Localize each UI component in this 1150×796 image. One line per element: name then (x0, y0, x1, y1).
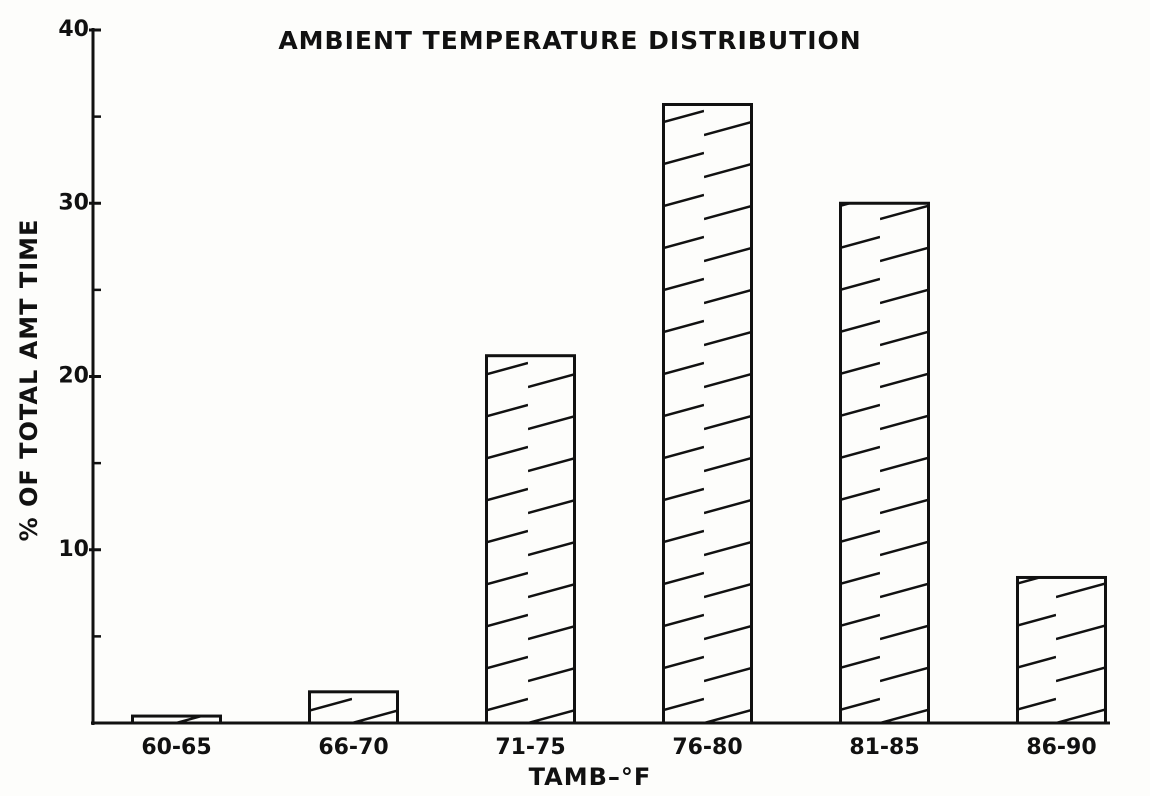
bar (485, 354, 576, 725)
bar (131, 714, 222, 725)
x-tick-label: 66-70 (318, 735, 388, 760)
y-tick-label: 20 (58, 364, 89, 389)
chart-title: AMBIENT TEMPERATURE DISTRIBUTION (278, 26, 861, 55)
bar (1016, 575, 1107, 725)
x-axis-label: TAMB–°F (529, 763, 652, 791)
y-tick-label: 40 (58, 17, 89, 42)
y-axis-label: % OF TOTAL AMT TIME (15, 219, 43, 542)
x-tick-label: 81-85 (849, 735, 919, 760)
bar (839, 201, 930, 725)
x-tick-label: 76-80 (672, 735, 742, 760)
bar (308, 690, 399, 725)
x-tick-label: 71-75 (495, 735, 565, 760)
y-tick-label: 10 (58, 537, 89, 562)
x-tick-label: 60-65 (141, 735, 211, 760)
y-tick-label: 30 (58, 190, 89, 215)
bar (662, 102, 753, 725)
x-tick-label: 86-90 (1026, 735, 1096, 760)
